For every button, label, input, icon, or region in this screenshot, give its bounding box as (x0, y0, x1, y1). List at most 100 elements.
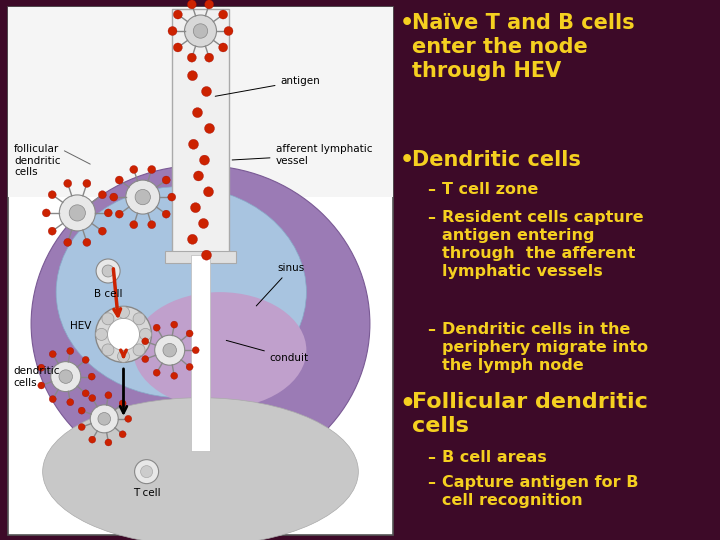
Bar (165, 251, 236, 263)
Circle shape (187, 53, 197, 62)
Circle shape (96, 328, 107, 340)
Circle shape (126, 180, 160, 214)
Text: afferent lymphatic
vessel: afferent lymphatic vessel (232, 144, 372, 166)
Circle shape (168, 193, 176, 201)
Circle shape (148, 165, 156, 173)
Circle shape (204, 0, 214, 9)
Circle shape (202, 86, 212, 97)
Circle shape (204, 53, 214, 62)
Circle shape (171, 321, 178, 328)
Circle shape (117, 350, 130, 362)
Circle shape (102, 265, 114, 277)
Text: antigen: antigen (215, 76, 320, 96)
Text: –: – (428, 450, 436, 465)
Text: conduit: conduit (226, 340, 309, 363)
Circle shape (69, 205, 86, 221)
Circle shape (135, 460, 158, 484)
Circle shape (102, 313, 114, 325)
Circle shape (48, 227, 56, 235)
Circle shape (107, 319, 140, 350)
Circle shape (105, 439, 112, 446)
Circle shape (125, 415, 132, 422)
Ellipse shape (31, 165, 370, 482)
Text: –: – (428, 475, 436, 490)
Circle shape (115, 210, 123, 218)
Circle shape (199, 155, 210, 165)
Circle shape (224, 26, 233, 36)
Circle shape (171, 372, 178, 379)
Circle shape (105, 392, 112, 399)
Circle shape (96, 259, 120, 283)
Circle shape (163, 343, 176, 357)
Circle shape (89, 436, 96, 443)
Circle shape (199, 219, 209, 228)
Circle shape (117, 306, 130, 319)
Circle shape (99, 191, 107, 199)
Circle shape (38, 382, 45, 389)
Bar (8, 7, 393, 535)
Circle shape (109, 193, 118, 201)
Circle shape (67, 348, 73, 354)
Circle shape (168, 26, 177, 36)
Text: •: • (400, 392, 415, 416)
Circle shape (191, 202, 200, 213)
Circle shape (174, 10, 182, 19)
Circle shape (189, 139, 199, 149)
Circle shape (187, 234, 197, 244)
Circle shape (49, 396, 56, 403)
Circle shape (42, 209, 50, 217)
Circle shape (219, 10, 228, 19)
Text: T cell zone: T cell zone (441, 182, 538, 197)
Circle shape (49, 350, 56, 357)
Circle shape (187, 71, 197, 80)
Circle shape (78, 407, 85, 414)
Circle shape (83, 179, 91, 187)
Circle shape (192, 347, 199, 354)
Circle shape (142, 356, 149, 362)
Circle shape (153, 324, 160, 331)
Circle shape (64, 238, 72, 246)
Text: –: – (428, 210, 436, 225)
Text: Dendritic cells in the
periphery migrate into
the lymph node: Dendritic cells in the periphery migrate… (441, 322, 648, 373)
Circle shape (64, 179, 72, 187)
Circle shape (148, 221, 156, 228)
Circle shape (59, 370, 73, 383)
Text: •: • (400, 150, 414, 170)
Text: T cell: T cell (132, 488, 161, 498)
Circle shape (133, 344, 145, 356)
Circle shape (202, 250, 212, 260)
Circle shape (204, 124, 215, 133)
Circle shape (50, 362, 81, 392)
Circle shape (153, 369, 160, 376)
Circle shape (119, 431, 126, 438)
Circle shape (155, 335, 185, 365)
Circle shape (140, 465, 153, 478)
Circle shape (186, 330, 193, 337)
Circle shape (219, 43, 228, 52)
Text: –: – (428, 322, 436, 337)
Circle shape (187, 0, 197, 9)
Circle shape (96, 306, 151, 362)
Circle shape (78, 423, 85, 430)
Ellipse shape (42, 398, 359, 540)
Circle shape (142, 338, 149, 345)
Text: –: – (428, 182, 436, 197)
Circle shape (99, 227, 107, 235)
Text: B cell: B cell (94, 289, 122, 299)
Circle shape (102, 344, 114, 356)
Circle shape (115, 176, 123, 184)
Circle shape (82, 356, 89, 363)
Text: follicular
dendritic
cells: follicular dendritic cells (14, 144, 60, 178)
Ellipse shape (56, 186, 307, 398)
Circle shape (104, 209, 112, 217)
Ellipse shape (133, 292, 307, 408)
Circle shape (38, 364, 45, 371)
Circle shape (119, 400, 126, 407)
Circle shape (162, 176, 170, 184)
Circle shape (193, 24, 207, 38)
Circle shape (174, 43, 182, 52)
Circle shape (135, 190, 150, 205)
Text: Capture antigen for B
cell recognition: Capture antigen for B cell recognition (441, 475, 638, 508)
Text: Follicular dendritic
cells: Follicular dendritic cells (412, 392, 647, 436)
Circle shape (162, 210, 170, 218)
